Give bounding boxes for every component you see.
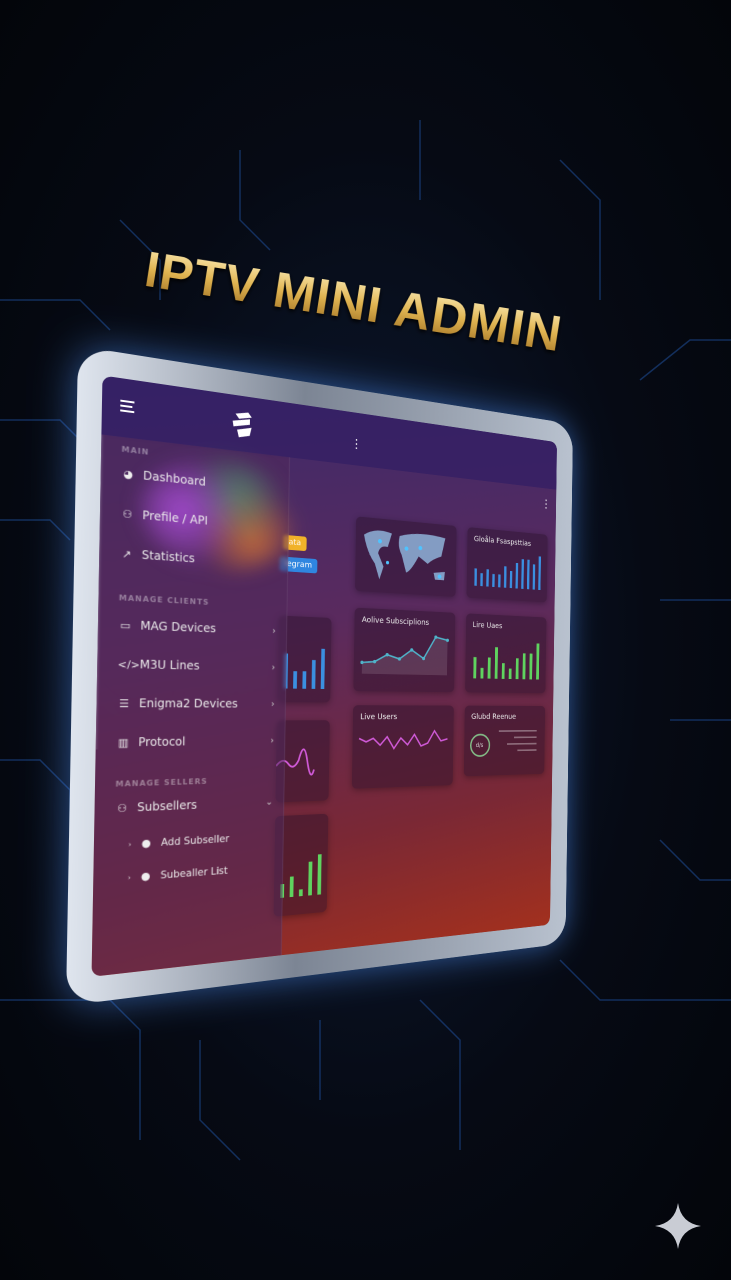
- world-map-icon: [355, 516, 457, 597]
- global-revenue-card: Glubd Reenue d/s: [464, 706, 545, 777]
- bar: [299, 889, 303, 896]
- bar: [302, 671, 306, 688]
- section-main: MAIN: [121, 445, 149, 457]
- sparkle-icon: [655, 1203, 701, 1249]
- barcode-icon: ▥: [116, 736, 130, 749]
- user-list-icon: ●: [139, 869, 153, 883]
- bar: [527, 560, 530, 590]
- chart-line-icon: ↗: [120, 547, 134, 561]
- bar: [538, 556, 541, 590]
- chevron-down-icon: ⌄: [265, 797, 273, 807]
- sidebar-item-label: Protocol: [138, 735, 185, 749]
- sidebar-item-mag-devices[interactable]: ▭ MAG Devices ›: [118, 618, 276, 637]
- bar: [533, 564, 536, 589]
- line-series: [359, 731, 448, 749]
- sidebar-item-label: Statistics: [142, 548, 195, 565]
- bar: [473, 657, 476, 678]
- more-options-icon[interactable]: ⋮: [351, 437, 363, 453]
- bar: [498, 574, 501, 587]
- sidebar-item-label: Subsellers: [137, 798, 197, 814]
- bar: [536, 643, 539, 679]
- sidebar-item-protocol[interactable]: ▥ Protocol ›: [116, 734, 274, 749]
- bar: [321, 649, 325, 689]
- sidebar-subitem-subseller-list[interactable]: › ● Subealler List: [128, 861, 272, 884]
- bar: [515, 563, 518, 589]
- more-options-icon-right[interactable]: ⋮: [541, 497, 551, 511]
- sidebar-item-enigma2-devices[interactable]: ☰ Enigma2 Devices ›: [117, 696, 275, 710]
- bar: [293, 671, 297, 688]
- bar: [317, 854, 321, 895]
- dashboard-icon: ◕: [121, 467, 135, 481]
- sidebar: MAIN ◕ Dashboard ⚇ Prefile / API ↗ Statisti…: [92, 435, 290, 977]
- bar: [492, 574, 495, 587]
- logo-icon: [230, 409, 256, 440]
- bar: [488, 657, 491, 678]
- bar: [502, 663, 505, 679]
- chevron-right-icon: ›: [272, 626, 276, 636]
- sidebar-item-label: Add Subseller: [161, 833, 229, 848]
- admin-screen: ⋮ ⋮ ata legram Gloåla Fsaspsttias Aolive…: [92, 375, 557, 976]
- live-users-line-card: Live Users: [352, 705, 454, 789]
- section-manage-sellers: MANAGE SELLERS: [115, 777, 207, 789]
- bar: [521, 559, 524, 589]
- bar: [486, 569, 489, 586]
- hamburger-menu-icon[interactable]: [120, 400, 134, 414]
- bar: [312, 660, 316, 689]
- sidebar-item-subsellers[interactable]: ⚇ Subsellers ⌄: [115, 795, 273, 815]
- active-subscriptions-card: Aolive Subsciplions: [353, 608, 455, 693]
- sidebar-item-m3u-lines[interactable]: </> M3U Lines ›: [118, 657, 276, 674]
- bar: [529, 654, 532, 680]
- bar: [523, 653, 526, 679]
- live-users-bars-card: Lire Uaes: [465, 613, 546, 693]
- bar: [480, 668, 483, 679]
- bar: [474, 568, 477, 586]
- chevron-right-icon: ›: [271, 699, 275, 709]
- chevron-right-icon: ›: [272, 662, 276, 672]
- bar: [504, 566, 507, 588]
- user-icon: ⚇: [120, 507, 134, 521]
- sidebar-item-label: M3U Lines: [140, 658, 200, 673]
- user-add-icon: ●: [139, 837, 153, 850]
- sidebar-item-label: Enigma2 Devices: [139, 697, 238, 711]
- tablet-stage: ⋮ ⋮ ata legram Gloåla Fsaspsttias Aolive…: [72, 345, 692, 1005]
- bar: [480, 573, 483, 586]
- global-resellers-card: Gloåla Fsaspsttias: [467, 527, 548, 602]
- users-icon: ⚇: [115, 801, 129, 814]
- bar: [509, 669, 512, 679]
- tablet-frame: ⋮ ⋮ ata legram Gloåla Fsaspsttias Aolive…: [66, 346, 573, 1006]
- monitor-icon: ▭: [118, 618, 132, 631]
- bar: [308, 862, 312, 896]
- sidebar-subitem-add-subseller[interactable]: › ● Add Subseller: [128, 830, 272, 851]
- bar: [495, 647, 498, 679]
- server-icon: ☰: [117, 697, 131, 710]
- bar: [290, 876, 294, 897]
- sidebar-item-label: MAG Devices: [140, 619, 216, 635]
- bar: [510, 571, 513, 588]
- chevron-right-icon: ›: [270, 735, 274, 745]
- bar: [516, 658, 519, 679]
- revenue-gauge-label: d/s: [476, 742, 484, 749]
- section-manage-clients: MANAGE CLIENTS: [119, 593, 210, 606]
- sidebar-item-label: Subealler List: [160, 865, 228, 881]
- world-map-card: [355, 516, 457, 597]
- code-icon: </>: [118, 658, 132, 671]
